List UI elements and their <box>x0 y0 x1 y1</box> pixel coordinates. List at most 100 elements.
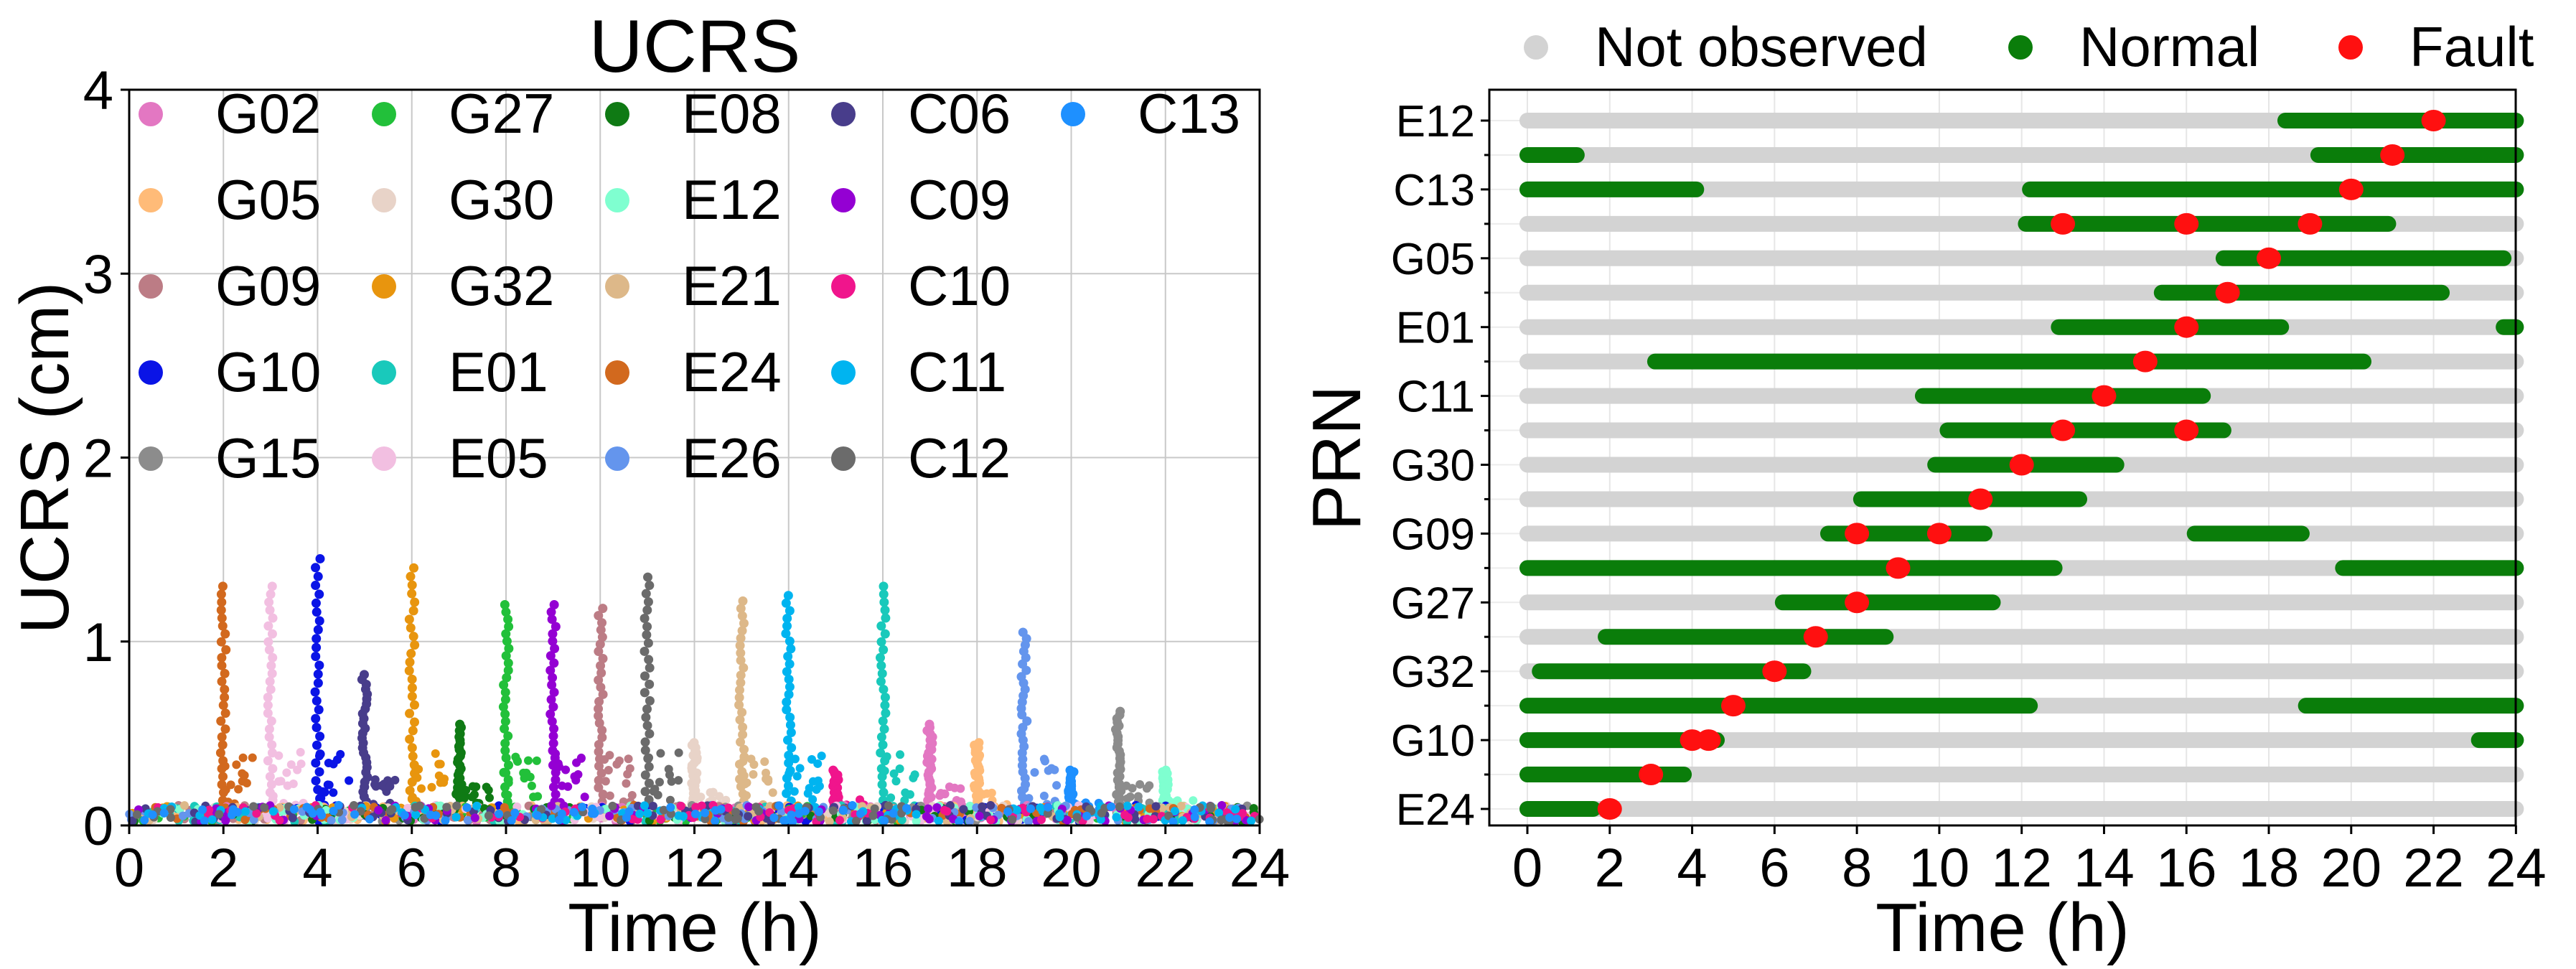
ucrs-point <box>737 611 747 621</box>
ucrs-point <box>132 810 141 819</box>
ucrs-point <box>644 778 654 788</box>
prn-legend-label: Not observed <box>1595 15 1928 78</box>
ucrs-point <box>500 709 510 719</box>
ucrs-point <box>605 811 614 820</box>
ucrs-point <box>648 801 657 810</box>
ucrs-legend-label: C11 <box>908 340 1006 403</box>
ucrs-point <box>200 816 209 825</box>
ucrs-point <box>881 708 891 718</box>
ucrs-point <box>1123 794 1132 803</box>
ucrs-point <box>532 756 541 765</box>
ucrs-point <box>643 597 653 607</box>
ucrs-baseline-noise <box>125 800 1264 826</box>
ucrs-point <box>1206 802 1215 811</box>
ucrs-point <box>598 689 608 699</box>
ucrs-point <box>889 769 899 778</box>
ucrs-point <box>265 605 275 615</box>
ucrs-point <box>400 810 409 820</box>
ucrs-point <box>215 748 225 758</box>
ucrs-point <box>217 676 227 686</box>
ucrs-point <box>737 626 747 636</box>
ucrs-point <box>472 782 481 792</box>
ucrs-point <box>249 802 258 811</box>
prn-legend-entry: Fault <box>2338 15 2534 78</box>
ucrs-y-tick-label: 2 <box>83 429 113 490</box>
prn-x-axis-label: Time (h) <box>1875 889 2130 966</box>
ucrs-point <box>897 815 907 825</box>
legend-marker <box>831 188 856 212</box>
prn-y-tick-label: G30 <box>1391 441 1475 491</box>
prn-row <box>1519 385 2524 407</box>
legend-marker <box>605 274 629 299</box>
ucrs-point <box>407 589 417 599</box>
ucrs-point <box>782 613 792 623</box>
ucrs-point <box>674 776 683 785</box>
ucrs-point <box>503 665 513 675</box>
ucrs-point <box>838 805 848 815</box>
ucrs-point <box>551 749 561 759</box>
ucrs-y-tick-label: 4 <box>83 60 113 121</box>
ucrs-point <box>503 760 513 770</box>
legend-marker <box>372 102 396 126</box>
ucrs-point <box>549 658 559 668</box>
prn-row <box>1519 729 2524 752</box>
ucrs-point <box>452 801 462 810</box>
ucrs-point <box>912 810 921 819</box>
ucrs-point <box>312 607 322 617</box>
legend-marker <box>2338 35 2363 60</box>
ucrs-point <box>665 795 675 805</box>
ucrs-point <box>942 807 952 816</box>
ucrs-point <box>217 621 228 631</box>
ucrs-point <box>217 652 227 663</box>
ucrs-point <box>734 685 744 695</box>
fault-marker <box>1926 523 1952 545</box>
ucrs-point <box>880 693 890 703</box>
ucrs-point <box>336 749 345 759</box>
ucrs-legend-label: E24 <box>682 340 782 403</box>
ucrs-point <box>965 801 975 810</box>
ucrs-point <box>266 716 276 726</box>
fault-marker <box>1968 488 1993 510</box>
ucrs-point <box>548 782 558 792</box>
ucrs-point <box>889 809 898 818</box>
ucrs-point <box>640 787 650 797</box>
prn-row <box>1519 247 2524 269</box>
ucrs-point <box>551 790 561 800</box>
ucrs-point <box>551 622 561 632</box>
ucrs-point <box>312 696 322 706</box>
ucrs-point <box>345 776 354 785</box>
ucrs-point <box>1072 813 1082 822</box>
fault-marker <box>2132 350 2158 373</box>
ucrs-legend-entry: C09 <box>831 168 1011 231</box>
ucrs-point <box>625 764 634 773</box>
prn-row <box>1519 419 2524 441</box>
fault-marker <box>1803 626 1828 648</box>
fault-marker <box>2215 281 2240 304</box>
ucrs-point <box>533 792 543 801</box>
prn-row <box>1519 212 2524 235</box>
ucrs-point <box>220 693 230 703</box>
ucrs-point <box>263 701 273 711</box>
ucrs-point <box>549 687 559 697</box>
ucrs-legend-label: G15 <box>215 426 321 490</box>
ucrs-point <box>1026 804 1035 813</box>
ucrs-point <box>408 792 417 802</box>
ucrs-point <box>825 817 834 826</box>
prn-legend: Not observed Normal Fault <box>1524 15 2534 78</box>
ucrs-point <box>640 613 650 623</box>
ucrs-legend-entry: C12 <box>831 426 1011 490</box>
ucrs-point <box>274 751 284 760</box>
ucrs-point <box>1161 765 1171 775</box>
fault-marker <box>2421 110 2446 131</box>
ucrs-x-tick-label: 0 <box>114 838 144 899</box>
ucrs-point <box>596 625 606 635</box>
ucrs-point <box>879 684 889 694</box>
ucrs-point <box>924 804 933 813</box>
ucrs-point <box>406 571 416 581</box>
ucrs-point <box>739 618 749 628</box>
ucrs-point <box>218 772 228 782</box>
ucrs-point <box>268 613 278 623</box>
ucrs-point <box>1122 781 1131 790</box>
ucrs-point <box>979 790 988 799</box>
ucrs-point <box>1107 802 1116 811</box>
